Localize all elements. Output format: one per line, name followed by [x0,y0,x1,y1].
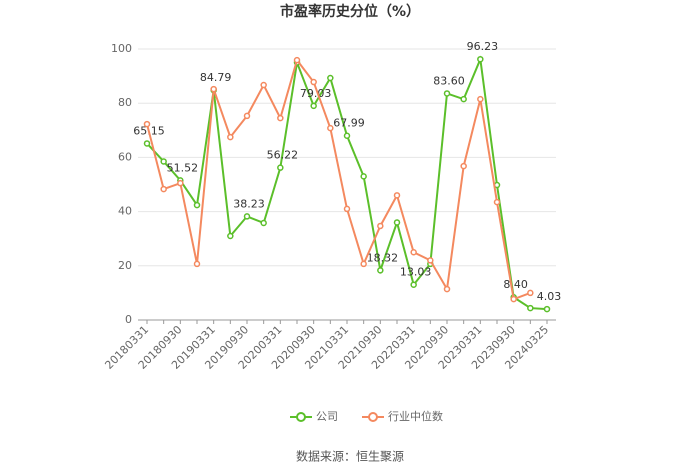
point [243,112,251,120]
point [160,185,167,193]
legend-label: 行业中位数 [388,409,443,423]
legend-label: 公司 [316,410,338,423]
point [310,102,317,110]
point [460,162,467,170]
y-tick-label: 20 [118,259,132,272]
value-label: 67.99 [333,117,365,130]
point [493,198,501,206]
point [327,74,334,82]
y-tick-label: 0 [125,313,132,326]
point [260,81,267,89]
point [260,219,267,227]
point [410,249,417,256]
point [227,133,234,141]
point [143,140,151,147]
point [343,205,351,213]
point [210,85,217,93]
chart-title: 市盈率历史分位（%） [280,3,420,20]
point [277,114,284,122]
y-tick-label: 80 [118,96,132,109]
point [543,305,551,313]
source: 数据来源：恒生聚源 [296,449,404,464]
point [377,222,384,230]
series-line [146,57,531,301]
point [327,124,334,132]
value-label: 38.23 [233,197,265,210]
value-label: 8.40 [503,278,528,291]
point [360,260,367,268]
legend-swatch [296,412,306,422]
value-label: 51.52 [167,161,199,174]
value-label: 18.32 [367,251,399,264]
point [193,201,201,209]
y-tick-label: 100 [111,42,132,55]
point [393,192,401,199]
point [443,90,451,97]
legend-item: 公司 [290,410,338,423]
value-label: 84.79 [200,71,232,84]
point [527,289,534,297]
legend-item: 行业中位数 [362,409,443,423]
point [377,267,384,274]
point [277,164,284,171]
point [193,260,201,268]
y-tick-label: 40 [118,205,132,218]
point [227,232,234,240]
point [293,56,301,64]
y-tick-label: 60 [118,150,132,163]
point [510,295,517,303]
point [477,95,484,103]
point [243,213,251,220]
point [393,219,401,226]
point [310,78,317,86]
legend-swatch [368,412,378,422]
value-label: 96.23 [467,40,499,53]
value-label: 79.03 [300,87,332,100]
point [527,304,534,312]
value-label: 4.03 [537,290,562,303]
series-line [146,55,548,311]
point [143,120,151,128]
value-label: 56.22 [267,149,299,162]
point [443,285,451,293]
value-label: 13.03 [400,266,432,279]
point [460,95,467,103]
point [343,132,351,139]
value-label: 83.60 [433,74,465,87]
point [177,179,184,187]
point [427,257,434,264]
point [410,281,417,288]
point [477,55,484,63]
point [160,158,167,165]
point [360,173,367,180]
